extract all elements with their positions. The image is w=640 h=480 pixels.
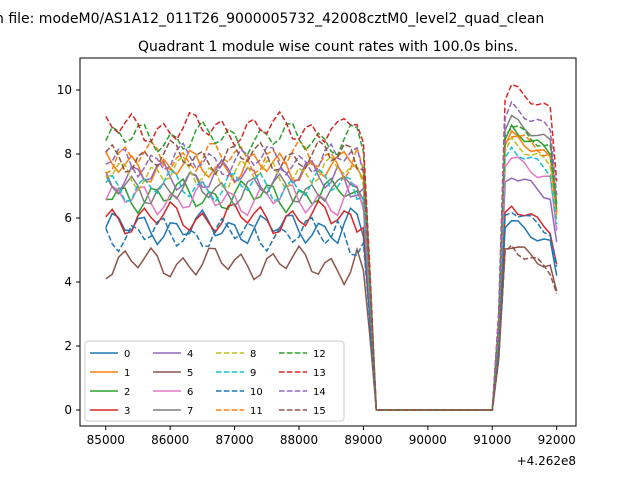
legend-label-10: 10	[250, 387, 263, 398]
figure-suptitle: n file: modeM0/AS1A12_011T26_9000005732_…	[0, 11, 544, 27]
x-tick-label: 88000	[280, 433, 318, 447]
y-tick-label: 2	[64, 339, 72, 353]
y-tick-label: 10	[57, 83, 72, 97]
y-tick-label: 0	[64, 403, 72, 417]
x-tick-label: 85000	[87, 433, 125, 447]
legend-label-7: 7	[187, 406, 193, 417]
y-tick-label: 8	[64, 147, 72, 161]
legend-label-15: 15	[313, 406, 326, 417]
legend-label-0: 0	[124, 349, 130, 360]
legend-label-2: 2	[124, 387, 130, 398]
legend-label-12: 12	[313, 349, 326, 360]
x-tick-label: 91000	[473, 433, 511, 447]
x-tick-label: 90000	[409, 433, 447, 447]
legend-label-4: 4	[187, 349, 193, 360]
legend-label-8: 8	[250, 349, 256, 360]
legend-label-5: 5	[187, 368, 193, 379]
x-tick-label: 86000	[151, 433, 189, 447]
legend-frame	[84, 340, 345, 422]
x-tick-label: 89000	[344, 433, 382, 447]
plot-series	[105, 83, 558, 411]
legend-label-9: 9	[250, 368, 256, 379]
y-tick-label: 6	[64, 211, 72, 225]
axes-ticks: 85000 86000 87000 88000 89000 90000 91000 92000…	[57, 83, 576, 447]
legend-label-1: 1	[124, 368, 130, 379]
series-line-15	[105, 139, 558, 411]
x-offset-label: +4.262e8	[517, 454, 576, 468]
y-tick-label: 4	[64, 275, 72, 289]
legend-label-3: 3	[124, 406, 130, 417]
plot-frame	[79, 57, 577, 427]
x-tick-label: 92000	[538, 433, 576, 447]
legend-label-13: 13	[313, 368, 326, 379]
legend-label-14: 14	[313, 387, 326, 398]
chart-title: Quadrant 1 module wise count rates with …	[138, 39, 518, 55]
legend-label-6: 6	[187, 387, 193, 398]
x-tick-label: 87000	[216, 433, 254, 447]
legend-label-11: 11	[250, 406, 263, 417]
